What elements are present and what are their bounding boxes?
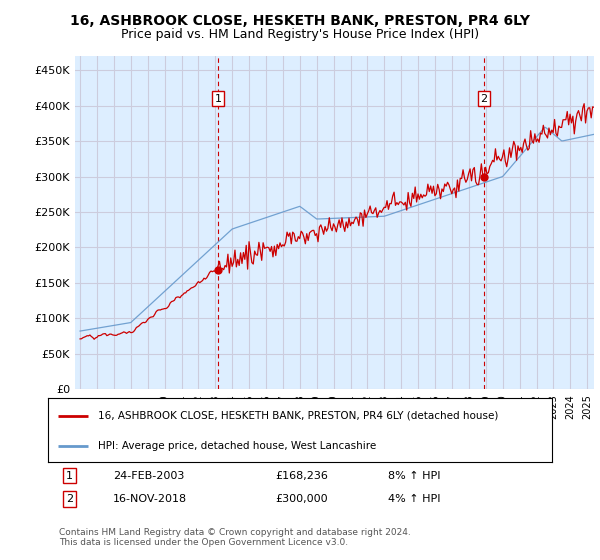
Text: 16-NOV-2018: 16-NOV-2018: [113, 494, 187, 504]
Text: 8% ↑ HPI: 8% ↑ HPI: [388, 470, 440, 480]
Text: 16, ASHBROOK CLOSE, HESKETH BANK, PRESTON, PR4 6LY: 16, ASHBROOK CLOSE, HESKETH BANK, PRESTO…: [70, 14, 530, 28]
Text: 2: 2: [66, 494, 73, 504]
Text: 16, ASHBROOK CLOSE, HESKETH BANK, PRESTON, PR4 6LY (detached house): 16, ASHBROOK CLOSE, HESKETH BANK, PRESTO…: [98, 410, 499, 421]
Text: 1: 1: [214, 94, 221, 104]
Text: Price paid vs. HM Land Registry's House Price Index (HPI): Price paid vs. HM Land Registry's House …: [121, 28, 479, 41]
Text: 2: 2: [481, 94, 488, 104]
Text: 24-FEB-2003: 24-FEB-2003: [113, 470, 184, 480]
Text: £300,000: £300,000: [275, 494, 328, 504]
Text: £168,236: £168,236: [275, 470, 328, 480]
Text: 1: 1: [66, 470, 73, 480]
Text: HPI: Average price, detached house, West Lancashire: HPI: Average price, detached house, West…: [98, 441, 377, 451]
Text: Contains HM Land Registry data © Crown copyright and database right 2024.
This d: Contains HM Land Registry data © Crown c…: [59, 528, 410, 547]
Text: 4% ↑ HPI: 4% ↑ HPI: [388, 494, 440, 504]
